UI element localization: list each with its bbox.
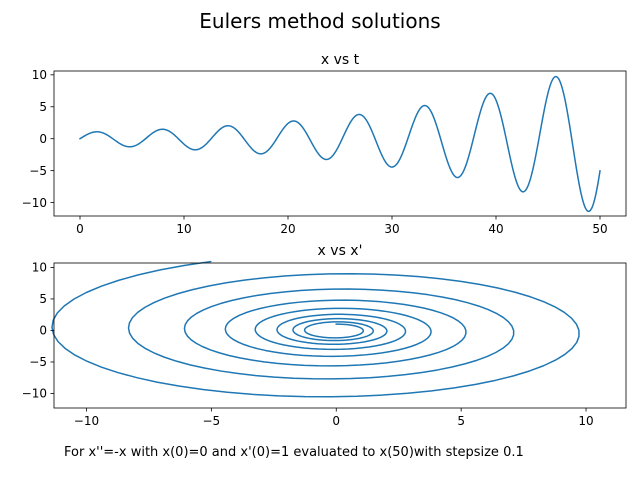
plot-top-ytick-label: 0 — [39, 132, 47, 146]
plot-top-xtick-label: 50 — [592, 222, 607, 236]
plot-bottom-xtick-label: −10 — [74, 414, 99, 428]
plot-top-xtick-label: 30 — [384, 222, 399, 236]
plot-top-series-line-0 — [78, 75, 601, 213]
plot-bottom-axes-frame — [53, 262, 627, 409]
plot-bottom: x vs x' −10 −5 0 5 10 10 5 0 −5 −10 — [22, 243, 627, 428]
plot-bottom-xtick-label: 5 — [457, 414, 465, 428]
plot-bottom-xtick-label: −5 — [203, 414, 221, 428]
plot-top-ytick-label: 10 — [32, 68, 47, 82]
plot-bottom-series-line-0 — [51, 260, 580, 398]
plot-top-ytick-label: −5 — [29, 164, 47, 178]
plot-bottom-xtick-label: 10 — [578, 414, 593, 428]
figure-caption: For x''=-x with x(0)=0 and x'(0)=1 evalu… — [64, 445, 524, 460]
figure-suptitle: Eulers method solutions — [199, 9, 440, 33]
plot-bottom-xtick-label: 0 — [332, 414, 340, 428]
plot-top-ytick-label: 5 — [39, 100, 47, 114]
plot-bottom-ytick-label: 10 — [32, 261, 47, 275]
plot-bottom-ytick-label: −10 — [22, 387, 47, 401]
plot-bottom-ytick-label: 5 — [39, 292, 47, 306]
plot-bottom-ytick-label: 0 — [39, 324, 47, 338]
plot-bottom-ytick-label: −5 — [29, 355, 47, 369]
plot-top-ytick-label: −10 — [22, 196, 47, 210]
plot-top-axes-frame — [53, 70, 627, 217]
plot-bottom-title: x vs x' — [318, 243, 363, 259]
plot-top-xtick-label: 10 — [176, 222, 191, 236]
plot-top-xtick-label: 20 — [280, 222, 295, 236]
plot-top-xtick-label: 0 — [76, 222, 84, 236]
plot-top-xtick-label: 40 — [488, 222, 503, 236]
plot-bottom-area: −10 −5 0 5 10 10 5 0 −5 −10 — [22, 260, 627, 428]
plot-top-title: x vs t — [321, 52, 360, 68]
